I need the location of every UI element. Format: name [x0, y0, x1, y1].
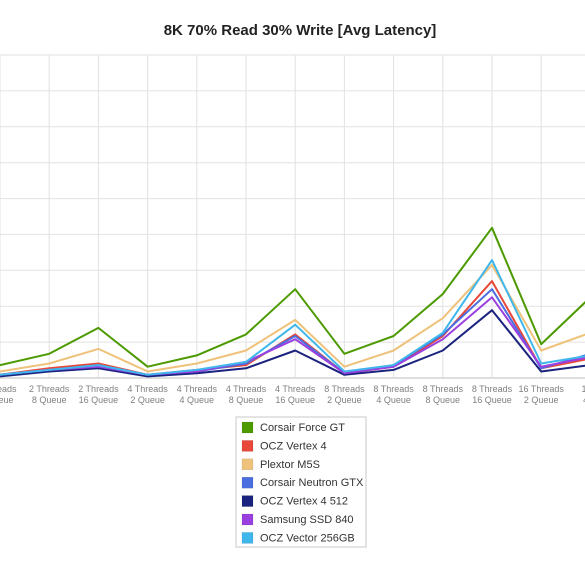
legend-swatch — [241, 532, 254, 544]
x-tick-label: 8 Threads 8 Queue — [423, 384, 464, 405]
series-line — [0, 288, 585, 376]
x-tick-label: 2 Threads 16 Queue — [78, 384, 119, 405]
x-tick-label: 16 T4 Q — [581, 384, 585, 405]
series-line — [0, 280, 585, 376]
x-tick-label: 4 Threads 2 Queue — [127, 384, 168, 405]
series-line — [0, 309, 585, 378]
chart-grid — [0, 54, 585, 379]
legend-swatch — [241, 458, 254, 471]
series-line — [0, 259, 585, 376]
x-tick-label: 8 Threads 4 Queue — [373, 384, 414, 405]
legend-swatch — [241, 476, 254, 489]
legend-label: Samsung SSD 840 — [260, 514, 354, 526]
x-tick-label: 4 Threads 4 Queue — [177, 384, 218, 405]
series-line — [0, 296, 585, 376]
legend-label: Corsair Force GT — [260, 422, 345, 434]
x-tick-label: 16 Threads 2 Queue — [519, 384, 565, 405]
chart-title: 8K 70% Read 30% Write [Avg Latency] — [164, 22, 437, 39]
legend-swatch — [241, 495, 254, 507]
x-tick-label: 4 Threads 8 Queue — [226, 384, 267, 405]
series-line — [0, 226, 585, 368]
legend-swatch — [241, 513, 254, 526]
legend-label: Corsair Neutron GTX — [260, 477, 364, 489]
legend-label: OCZ Vertex 4 512 — [260, 496, 348, 508]
legend-box — [235, 416, 367, 548]
legend-label: OCZ Vector 256GB — [260, 532, 355, 544]
legend-swatch — [241, 421, 254, 434]
x-tick-label: ThreadsQueue — [0, 384, 17, 405]
series-line — [0, 263, 585, 373]
x-tick-label: 8 Threads 2 Queue — [324, 384, 365, 405]
legend-label: OCZ Vertex 4 — [260, 440, 327, 452]
legend-swatch — [241, 440, 254, 452]
x-tick-label: 2 Threads 8 Queue — [29, 384, 70, 405]
x-tick-label: 8 Threads 16 Queue — [472, 384, 513, 405]
chart-series-lines — [0, 226, 585, 378]
x-tick-label: 4 Threads 16 Queue — [275, 384, 316, 405]
legend-label: Plextor M5S — [260, 459, 320, 471]
chart-legend: Corsair Force GT OCZ Vertex 4 Plextor M5S C… — [235, 416, 367, 548]
